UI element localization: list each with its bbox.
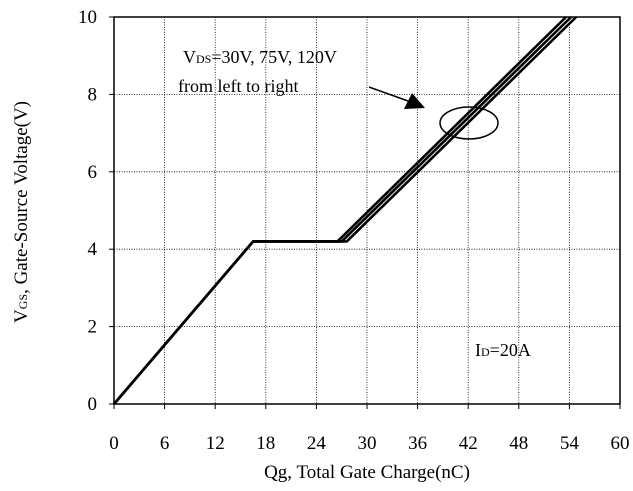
annotation-ellipse bbox=[439, 106, 499, 140]
series-lines bbox=[113, 16, 578, 405]
y-axis-title: VGS, Gate-Source Voltage(V) bbox=[11, 101, 32, 323]
x-tick-label: 60 bbox=[611, 433, 630, 454]
x-tick-label: 54 bbox=[560, 433, 580, 454]
y-tick-label: 10 bbox=[78, 7, 97, 28]
x-tick-label: 6 bbox=[160, 433, 170, 454]
y-tick-label: 4 bbox=[88, 239, 98, 260]
y-tick-label: 6 bbox=[88, 162, 98, 183]
x-tick-label: 12 bbox=[206, 433, 225, 454]
series-line-3 bbox=[113, 16, 578, 405]
x-tick-label: 0 bbox=[109, 433, 119, 454]
annotation-arrow-line bbox=[368, 86, 409, 102]
x-tick-label: 30 bbox=[358, 433, 377, 454]
grid bbox=[114, 17, 620, 404]
y-tick-label: 8 bbox=[88, 84, 98, 105]
y-axis: 0 2 4 6 8 10 bbox=[78, 7, 114, 415]
x-tick-label: 18 bbox=[256, 433, 275, 454]
vds-annotation-line2: from left to right bbox=[178, 76, 298, 96]
x-axis: 0 6 12 18 24 30 36 42 48 54 60 bbox=[109, 404, 630, 454]
y-tick-label: 0 bbox=[88, 394, 98, 415]
annotation-arrow-head bbox=[404, 93, 425, 109]
x-axis-title: Qg, Total Gate Charge(nC) bbox=[264, 462, 470, 483]
x-tick-label: 24 bbox=[307, 433, 327, 454]
y-tick-label: 2 bbox=[88, 317, 98, 338]
x-tick-label: 36 bbox=[408, 433, 427, 454]
x-tick-label: 48 bbox=[509, 433, 528, 454]
x-tick-label: 42 bbox=[459, 433, 478, 454]
vds-annotation-line1: VDS=30V, 75V, 120V bbox=[183, 47, 337, 67]
id-annotation: ID=20A bbox=[475, 340, 531, 360]
